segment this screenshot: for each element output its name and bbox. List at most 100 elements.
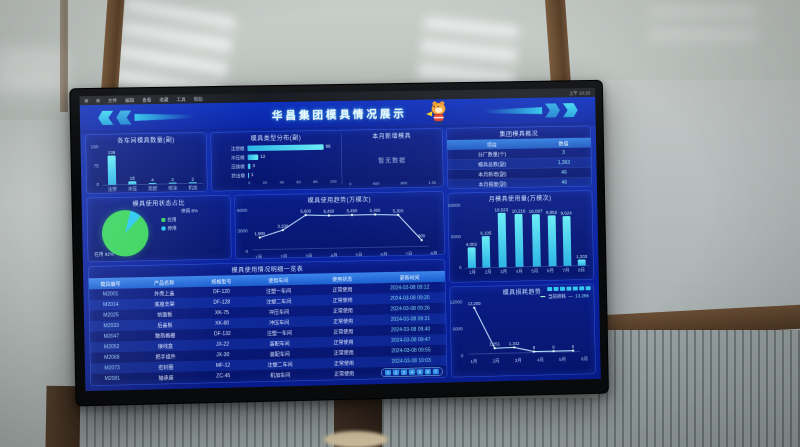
bar-column: 4,002 — [465, 204, 478, 268]
table-cell: 底座支架 — [154, 301, 175, 308]
page-title: 华昌集团模具情况展示 — [271, 107, 407, 122]
page-button[interactable]: 4 — [408, 369, 415, 375]
table-cell: 接线盒 — [157, 343, 174, 350]
page-button[interactable]: 6 — [424, 368, 431, 375]
y-axis-ticks: 12000 6000 0 — [450, 299, 464, 359]
page-button[interactable]: 3 — [400, 369, 408, 376]
column-header: 使用状态 — [332, 276, 353, 283]
panel-new-molds: 本月新增模具 暂无数据 0 400 800 1.2k — [341, 129, 443, 189]
y-tick: 0 — [460, 353, 464, 359]
page-button[interactable]: 1 — [384, 369, 392, 376]
dashboard: 文件 编辑 查看 收藏 工具 帮助 上午 10:26 华昌集团模具情况展示 — [79, 87, 601, 392]
page-button[interactable]: 2 — [392, 369, 400, 376]
x-tick: 60 — [296, 179, 301, 185]
selector-chip[interactable] — [579, 286, 585, 291]
table-cell: 冲压车间 — [268, 309, 290, 316]
x-tick: 7月 — [405, 251, 413, 257]
column-header: 模具编号 — [100, 281, 121, 288]
table-cell: 轴承座 — [158, 375, 174, 382]
x-tick: 80 — [313, 179, 318, 185]
table-cell: 前面板 — [157, 312, 173, 319]
hbar-fill — [247, 163, 251, 169]
column-header: 规格型号 — [211, 279, 232, 285]
bar — [531, 214, 541, 267]
x-tick: 3月 — [305, 253, 313, 259]
bar-value-label: 10,216 — [511, 208, 526, 214]
selector-chip[interactable] — [559, 286, 566, 291]
table-row: 本月报废(副) 46 — [447, 177, 592, 189]
x-tick: 8月 — [577, 267, 586, 273]
column-header: 使用车间 — [268, 277, 289, 284]
table-cell: 装配车间 — [269, 341, 290, 348]
table-cell: 注塑一车间 — [266, 330, 292, 337]
legend-item: 在用 — [161, 216, 177, 223]
window-icon — [84, 98, 89, 103]
selector-chip[interactable] — [572, 286, 578, 291]
bar-value-label: 4 — [151, 177, 154, 183]
table-cell: 正常使用 — [332, 297, 353, 304]
column-header: 更新时间 — [399, 275, 420, 282]
table-cell: 正常使用 — [332, 308, 353, 315]
chevron-right-icon — [563, 103, 578, 117]
x-tick: 6月 — [546, 268, 554, 274]
table-cell: M2068 — [104, 354, 120, 361]
panel-usage-trend: 模具使用趋势(万模次) 6000 3000 0 1,900 3,100 5,600 5,45… — [234, 191, 445, 260]
legend-swatch — [161, 226, 166, 231]
x-tick: 5月 — [559, 356, 567, 362]
y-tick: 6000 — [452, 326, 463, 332]
bar-value-label: 9,852 — [545, 209, 558, 215]
table-cell: 正常使用 — [333, 339, 354, 346]
x-tick: 20 — [262, 180, 268, 185]
menu-item[interactable]: 收藏 — [159, 97, 169, 103]
x-axis-labels: 注塑 冲压 装配 喷涂 机加 — [102, 184, 203, 192]
table-cell: 注塑二车间 — [267, 362, 293, 369]
x-tick: 100 — [329, 179, 337, 184]
table-cell: 2024-03-08 10:03 — [391, 357, 431, 365]
table-cell: M2033 — [103, 322, 120, 329]
chevron-left-icon — [116, 110, 131, 124]
bar — [514, 214, 524, 267]
chevron-left-icon — [98, 111, 113, 125]
menu-item[interactable]: 工具 — [176, 96, 186, 102]
menu-item[interactable]: 编辑 — [125, 97, 135, 103]
x-tick: 1月 — [470, 358, 478, 365]
y-tick: 0 — [459, 265, 462, 271]
x-tick: 1.2k — [428, 180, 437, 185]
bar-chart: 150 75 0 136 15 4 2 2 — [91, 144, 203, 187]
panel-title: 本月新增模具 — [372, 132, 412, 140]
x-axis-ticks: 0 20 40 60 80 100 — [212, 178, 342, 186]
bar-column: 1,203 — [575, 202, 587, 266]
hbar-track: 1 — [247, 171, 337, 178]
hbar-value: 1 — [250, 171, 254, 177]
stat-value: 46 — [561, 169, 567, 176]
hbar-track: 12 — [247, 153, 337, 160]
bar — [562, 216, 572, 266]
menu-item[interactable]: 文件 — [107, 97, 118, 104]
arrow-tail — [134, 113, 195, 121]
y-tick: 10000 — [447, 202, 461, 208]
selector-chip[interactable] — [553, 286, 559, 291]
x-tick: 3月 — [514, 357, 522, 363]
table-cell: MF-12 — [215, 362, 231, 369]
pie-callout: 停用 8% — [181, 208, 198, 214]
table-cell: M2025 — [103, 312, 119, 319]
y-tick: 75 — [93, 163, 99, 169]
selector-chip[interactable] — [566, 286, 572, 291]
bar-value-label: 4,002 — [465, 241, 478, 247]
tv-monitor: 文件 编辑 查看 收藏 工具 帮助 上午 10:26 华昌集团模具情况展示 — [69, 79, 609, 407]
selector-chip[interactable] — [585, 286, 591, 291]
bar-value-label: 10,523 — [494, 207, 509, 213]
page-button[interactable]: 7 — [432, 368, 439, 375]
window-blinds — [598, 330, 800, 447]
column-header: 项目 — [486, 142, 497, 149]
x-tick: 5月 — [355, 252, 363, 258]
menu-item[interactable]: 帮助 — [193, 96, 203, 102]
selector-chip[interactable] — [547, 286, 553, 292]
menu-item[interactable]: 查看 — [142, 97, 152, 103]
table-cell: XK-80 — [215, 320, 230, 327]
page-button[interactable]: 5 — [416, 369, 423, 375]
stat-value: 3 — [562, 149, 566, 156]
svg-text:13,200: 13,200 — [468, 301, 482, 306]
svg-text:9: 9 — [533, 345, 536, 350]
